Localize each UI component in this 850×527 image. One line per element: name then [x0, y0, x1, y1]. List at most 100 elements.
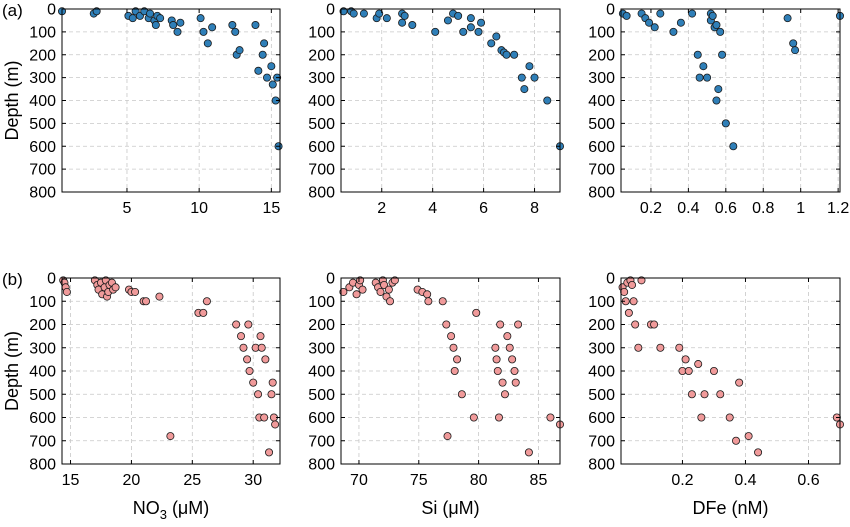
data-point [263, 73, 272, 82]
data-point [631, 320, 640, 329]
y-tick-label: 200 [588, 47, 615, 64]
data-point [235, 46, 244, 55]
y-tick-label: 600 [308, 410, 335, 427]
data-point [244, 320, 253, 329]
y-tick-label: 600 [308, 139, 335, 156]
data-point [196, 14, 205, 23]
data-point [423, 290, 432, 299]
data-point [500, 390, 509, 399]
data-point [505, 343, 514, 352]
data-point [466, 14, 475, 23]
data-point [459, 27, 468, 36]
y-tick-label: 100 [308, 24, 335, 41]
y-tick-label: 800 [29, 185, 56, 202]
x-tick-label: 15 [262, 200, 280, 217]
data-point [684, 366, 693, 375]
y-tick-label: 500 [308, 116, 335, 133]
x-axis-label: NO3 (μM) [133, 498, 210, 522]
data-point [251, 21, 260, 30]
data-point [732, 436, 741, 445]
data-point [520, 85, 529, 94]
x-tick-label: 1 [796, 200, 805, 217]
data-point [202, 297, 211, 306]
x-axis-label: Si (μM) [421, 498, 479, 518]
data-point [151, 21, 160, 30]
y-tick-label: 300 [308, 70, 335, 87]
data-point [477, 18, 486, 27]
y-tick-label: 400 [29, 93, 56, 110]
y-tick-label: 400 [588, 93, 615, 110]
y-tick-label: 500 [308, 387, 335, 404]
data-point [789, 39, 798, 48]
data-point [254, 390, 263, 399]
data-point [493, 366, 502, 375]
y-tick-label: 600 [29, 139, 56, 156]
data-point [695, 73, 704, 82]
x-tick-label: 5 [123, 200, 132, 217]
y-tick-label: 800 [588, 185, 615, 202]
y-tick-label: 100 [308, 294, 335, 311]
data-point [267, 390, 276, 399]
data-point [697, 413, 706, 422]
x-axis-label: DFe (nM) [693, 498, 769, 518]
data-point [228, 21, 237, 30]
y-tick-label: 0 [47, 2, 56, 19]
x-tick-label: 0.8 [752, 200, 774, 217]
data-point [443, 432, 452, 441]
data-point [492, 32, 501, 41]
x-tick-label: 4 [428, 200, 437, 217]
data-point [681, 355, 690, 364]
data-point [443, 16, 452, 25]
y-tick-label: 700 [308, 162, 335, 179]
panel-5: 70 75 80 85 0 100 200 300 400 500 600 700 800 Si (μM) [308, 271, 565, 518]
x-tick-label: 85 [530, 472, 548, 489]
data-point [543, 96, 552, 105]
y-tick-label: 700 [29, 433, 56, 450]
data-point [716, 390, 725, 399]
data-point [688, 9, 697, 18]
data-point [510, 366, 519, 375]
axes-frame [340, 8, 561, 193]
y-tick-label: 0 [606, 271, 615, 288]
data-point [146, 9, 155, 18]
data-point [359, 9, 368, 18]
data-point [620, 287, 629, 296]
data-point [469, 413, 478, 422]
axes-frame [620, 277, 841, 465]
data-point [517, 73, 526, 82]
x-tick-label: 0.4 [677, 200, 699, 217]
data-point [376, 287, 385, 296]
data-point [199, 308, 208, 317]
panel-label: (b) [2, 270, 23, 289]
data-point [693, 50, 702, 59]
x-tick-label: 10 [190, 200, 208, 217]
data-point [256, 332, 265, 341]
data-point [450, 366, 459, 375]
data-point [622, 11, 631, 20]
data-point [62, 287, 71, 296]
data-point [514, 320, 523, 329]
y-tick-label: 0 [326, 271, 335, 288]
data-point [356, 276, 365, 285]
panel-1: 5 10 15 0 100 200 300 400 500 600 700 800 (a) Depth (… [2, 1, 283, 217]
data-point [721, 119, 730, 128]
data-point [265, 448, 274, 457]
data-point [712, 21, 721, 30]
y-tick-label: 200 [29, 317, 56, 334]
data-point [408, 21, 417, 30]
data-point [231, 27, 240, 36]
data-point [380, 280, 389, 289]
data-point [718, 50, 727, 59]
y-tick-label: 0 [606, 2, 615, 19]
panel-label: (a) [2, 1, 23, 20]
y-tick-label: 800 [588, 457, 615, 474]
y-tick-label: 600 [588, 410, 615, 427]
data-point [349, 9, 358, 18]
x-tick-label: 1.2 [827, 200, 849, 217]
y-tick-label: 300 [588, 70, 615, 87]
data-point [260, 413, 269, 422]
x-tick-label: 8 [530, 200, 539, 217]
data-point [496, 320, 505, 329]
data-point [453, 355, 462, 364]
y-tick-label: 200 [308, 47, 335, 64]
